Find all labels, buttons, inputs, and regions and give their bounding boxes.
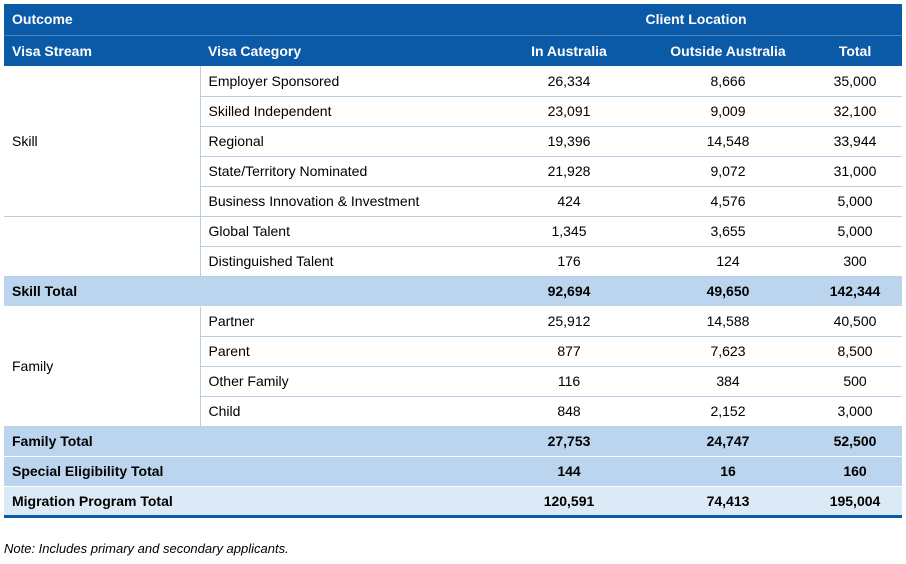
total-cell: 142,344: [808, 276, 903, 307]
skill-total-row: Skill Total 92,694 49,650 142,344: [4, 276, 903, 307]
in-australia-cell: 176: [490, 246, 648, 277]
skill-total-label: Skill Total: [4, 276, 490, 307]
family-total-row: Family Total 27,753 24,747 52,500: [4, 426, 903, 457]
outside-australia-cell: 4,576: [648, 186, 808, 217]
outside-australia-cell: 124: [648, 246, 808, 277]
stream-label-skill: Skill: [4, 66, 200, 217]
outside-australia-cell: 2,152: [648, 396, 808, 427]
in-australia-header: In Australia: [490, 35, 648, 66]
blank-header: [200, 4, 490, 36]
in-australia-cell: 120,591: [490, 486, 648, 518]
category-cell: Global Talent: [199, 216, 490, 247]
in-australia-cell: 23,091: [490, 96, 648, 127]
total-cell: 35,000: [808, 66, 903, 97]
category-cell: Business Innovation & Investment: [199, 186, 490, 217]
special-eligibility-total-row: Special Eligibility Total 144 16 160: [4, 456, 903, 487]
outside-australia-cell: 14,548: [648, 126, 808, 157]
visa-category-header: Visa Category: [200, 35, 490, 66]
migration-program-table: Outcome Client Location Visa Stream Visa…: [4, 4, 903, 518]
total-header: Total: [808, 35, 903, 66]
category-cell: Other Family: [199, 366, 490, 397]
total-cell: 160: [808, 456, 903, 487]
table-row: Parent 877 7,623 8,500: [4, 336, 903, 367]
table-row: Other Family 116 384 500: [4, 366, 903, 397]
in-australia-cell: 116: [490, 366, 648, 397]
total-cell: 33,944: [808, 126, 903, 157]
total-cell: 32,100: [808, 96, 903, 127]
table-row: Global Talent 1,345 3,655 5,000: [4, 216, 903, 277]
outside-australia-cell: 8,666: [648, 66, 808, 97]
category-cell: Parent: [199, 336, 490, 367]
category-cell: Partner: [199, 306, 490, 337]
outside-australia-cell: 9,072: [648, 156, 808, 187]
stream-spacer: [4, 216, 200, 277]
header-row-columns: Visa Stream Visa Category In Australia O…: [4, 35, 903, 66]
table-row: Regional 19,396 14,548 33,944: [4, 126, 903, 157]
outside-australia-cell: 14,588: [648, 306, 808, 337]
header-row-outcome: Outcome Client Location: [4, 4, 903, 36]
table-row: Family Partner 25,912 14,588 40,500: [4, 306, 903, 427]
in-australia-cell: 26,334: [490, 66, 648, 97]
total-cell: 31,000: [808, 156, 903, 187]
outside-australia-cell: 9,009: [648, 96, 808, 127]
in-australia-cell: 19,396: [490, 126, 648, 157]
in-australia-cell: 1,345: [490, 216, 648, 247]
total-cell: 195,004: [808, 486, 903, 518]
footnote: Note: Includes primary and secondary app…: [4, 541, 289, 556]
in-australia-cell: 848: [490, 396, 648, 427]
total-cell: 300: [808, 246, 903, 277]
category-cell: Skilled Independent: [199, 96, 490, 127]
visa-stream-header: Visa Stream: [4, 35, 200, 66]
family-total-label: Family Total: [4, 426, 490, 457]
outside-australia-cell: 3,655: [648, 216, 808, 247]
in-australia-cell: 25,912: [490, 306, 648, 337]
category-cell: Employer Sponsored: [199, 66, 490, 97]
category-cell: State/Territory Nominated: [199, 156, 490, 187]
in-australia-cell: 92,694: [490, 276, 648, 307]
special-eligibility-total-label: Special Eligibility Total: [4, 456, 490, 487]
table-row: Skill Employer Sponsored 26,334 8,666 35…: [4, 66, 903, 217]
in-australia-cell: 144: [490, 456, 648, 487]
category-cell: Child: [199, 396, 490, 427]
table-row: Distinguished Talent 176 124 300: [4, 246, 903, 277]
client-location-header: Client Location: [490, 4, 903, 36]
table-row: Child 848 2,152 3,000: [4, 396, 903, 427]
table-row: Business Innovation & Investment 424 4,5…: [4, 186, 903, 217]
category-cell: Distinguished Talent: [199, 246, 490, 277]
total-cell: 40,500: [808, 306, 903, 337]
migration-program-total-label: Migration Program Total: [4, 486, 490, 518]
total-cell: 5,000: [808, 186, 903, 217]
outside-australia-cell: 24,747: [648, 426, 808, 457]
stream-label-family: Family: [4, 306, 200, 427]
table-row: State/Territory Nominated 21,928 9,072 3…: [4, 156, 903, 187]
outside-australia-cell: 49,650: [648, 276, 808, 307]
total-cell: 5,000: [808, 216, 903, 247]
total-cell: 8,500: [808, 336, 903, 367]
in-australia-cell: 877: [490, 336, 648, 367]
outcome-header: Outcome: [4, 4, 200, 36]
in-australia-cell: 27,753: [490, 426, 648, 457]
outside-australia-header: Outside Australia: [648, 35, 808, 66]
outside-australia-cell: 74,413: [648, 486, 808, 518]
in-australia-cell: 21,928: [490, 156, 648, 187]
outside-australia-cell: 384: [648, 366, 808, 397]
outside-australia-cell: 16: [648, 456, 808, 487]
total-cell: 52,500: [808, 426, 903, 457]
category-cell: Regional: [199, 126, 490, 157]
outside-australia-cell: 7,623: [648, 336, 808, 367]
in-australia-cell: 424: [490, 186, 648, 217]
total-cell: 500: [808, 366, 903, 397]
migration-program-total-row: Migration Program Total 120,591 74,413 1…: [4, 486, 903, 518]
table-row: Skilled Independent 23,091 9,009 32,100: [4, 96, 903, 127]
total-cell: 3,000: [808, 396, 903, 427]
